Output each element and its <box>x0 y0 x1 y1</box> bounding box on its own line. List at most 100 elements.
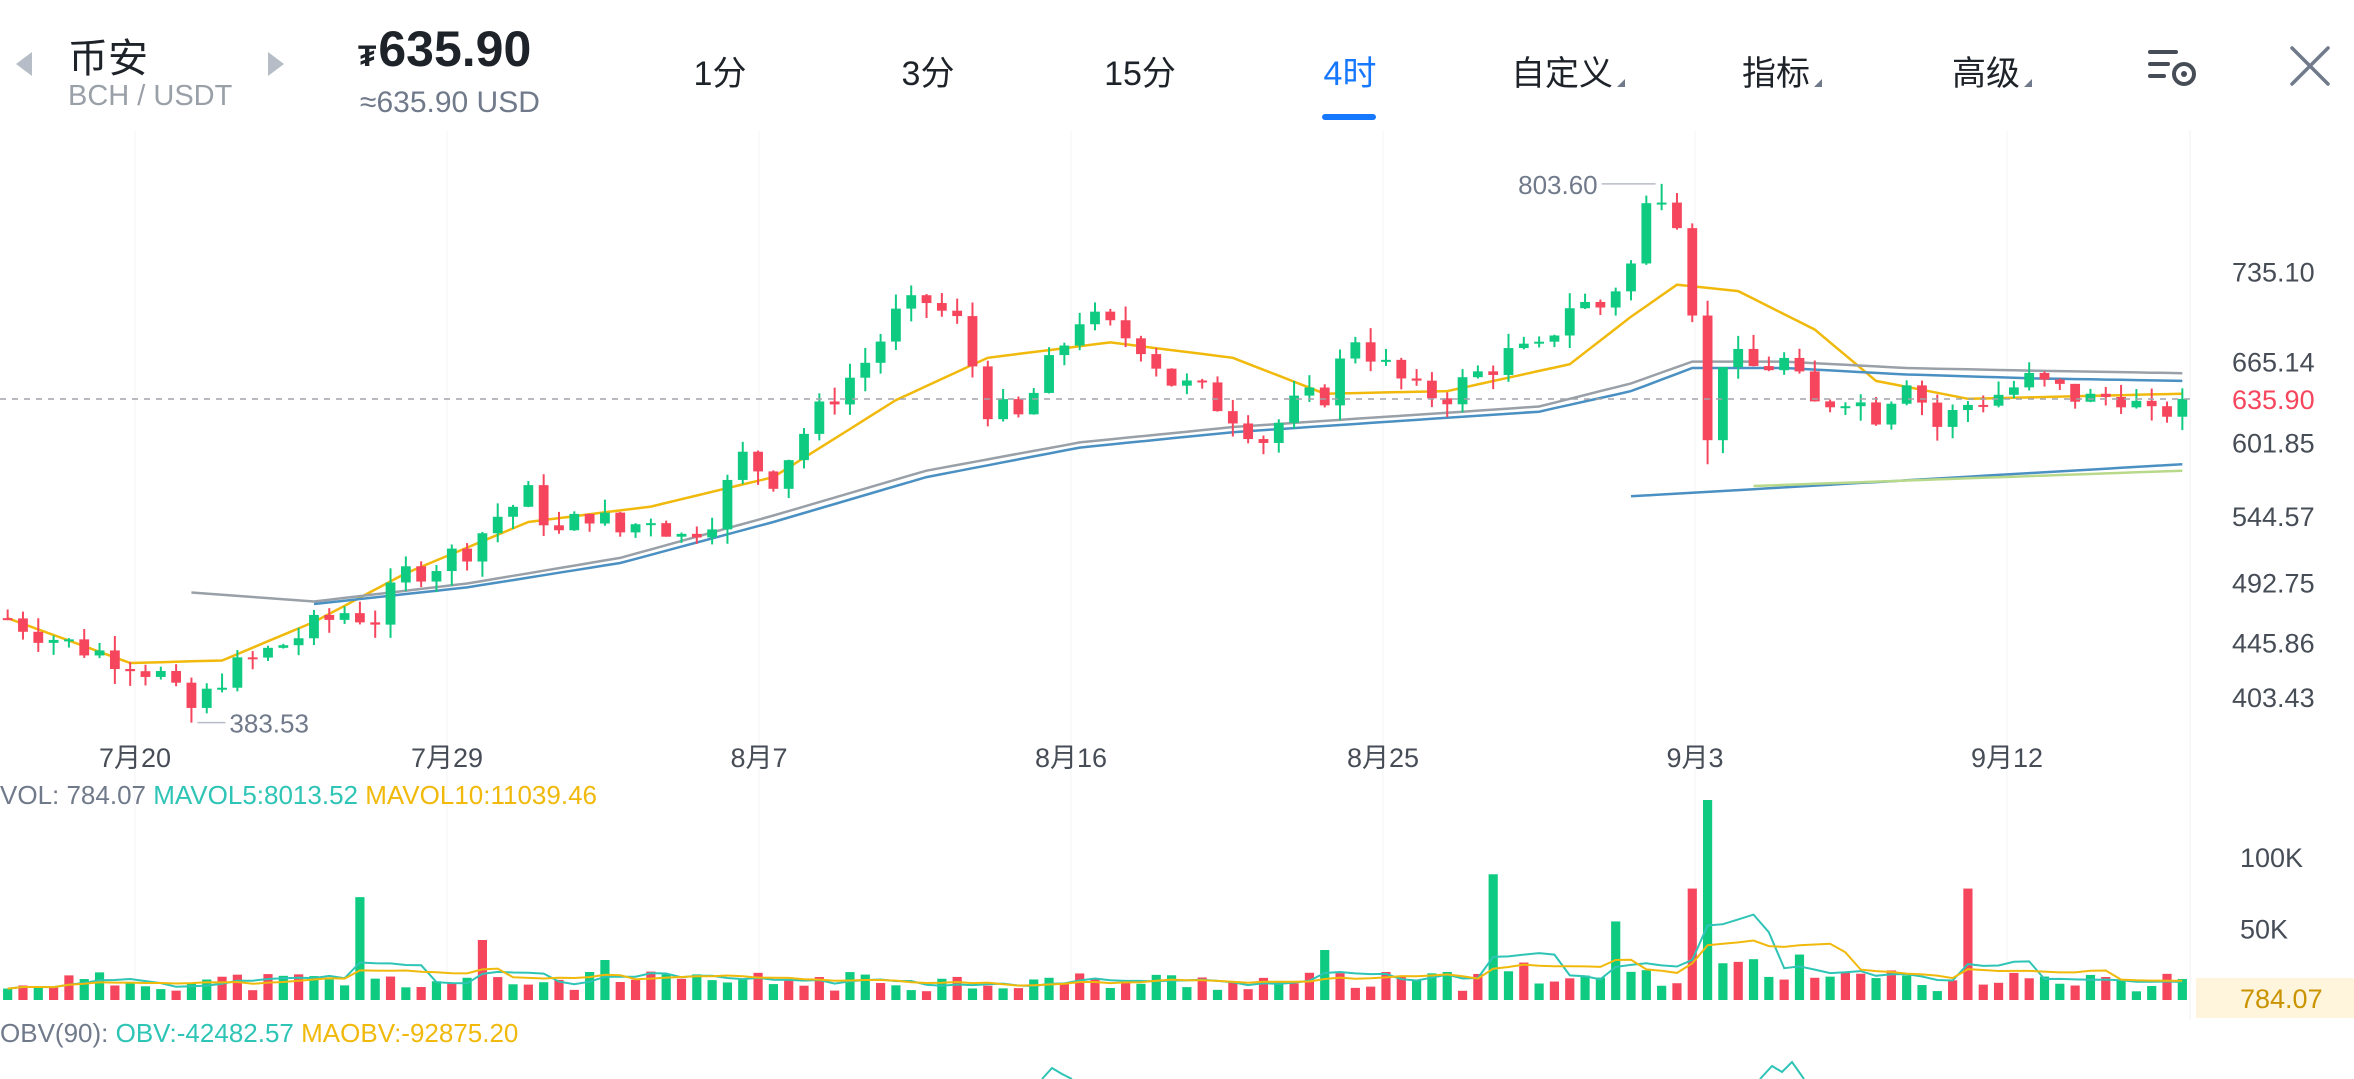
candle-body <box>1273 422 1284 443</box>
volume-bar <box>1212 989 1223 1000</box>
volume-bar <box>707 980 717 1000</box>
volume-bar <box>339 985 350 1000</box>
candle-body <box>155 671 166 677</box>
candle-body <box>1457 377 1468 405</box>
volume-bar <box>217 976 227 1000</box>
volume-bar <box>615 982 625 1000</box>
volume-bar <box>1166 975 1177 1000</box>
candle-body <box>1779 357 1790 371</box>
volume-bar <box>1595 977 1605 1000</box>
volume-bars <box>3 800 2187 1000</box>
tab-4h[interactable]: 4时 <box>1324 46 1377 95</box>
candle-body <box>1197 380 1208 383</box>
volume-bar <box>1243 989 1253 1000</box>
volume-bar <box>1304 972 1314 1000</box>
candle-body <box>339 613 350 620</box>
volume-bar <box>370 978 380 1000</box>
candle-body <box>1181 380 1192 386</box>
low-price-annotation: 383.53 <box>229 709 309 739</box>
candle-body <box>1687 228 1698 316</box>
volume-bar <box>171 990 181 1000</box>
volume-bar <box>1320 950 1330 1000</box>
candle-body <box>1641 203 1652 264</box>
volume-bar <box>1856 973 1866 1000</box>
candle-body <box>1381 359 1391 362</box>
dropdown-caret-icon <box>1814 79 1822 87</box>
candle-body <box>1013 399 1024 415</box>
chart-settings-icon[interactable] <box>2144 42 2200 92</box>
candle-body <box>1672 202 1682 229</box>
volume-bar <box>1672 983 1682 1000</box>
obv-line <box>1041 1066 1073 1079</box>
candle-body <box>1564 308 1575 336</box>
candle-body <box>1871 402 1881 425</box>
volume-bar <box>2024 978 2034 1000</box>
candle-body <box>1350 342 1361 359</box>
volume-bar <box>1503 971 1514 1000</box>
volume-bar <box>630 979 641 1000</box>
candle-body <box>936 303 947 311</box>
tab-3min[interactable]: 3分 <box>902 46 955 95</box>
volume-bar <box>508 984 518 1000</box>
volume-bar <box>1442 971 1452 1000</box>
volume-bar <box>3 988 13 1000</box>
price-moving-averages <box>7 283 2183 665</box>
volume-bar <box>952 976 962 1000</box>
x-tick-label: 9月12 <box>1971 743 2043 773</box>
candle-body <box>48 639 59 643</box>
candle-body <box>1503 348 1514 375</box>
high-price-annotation: 803.60 <box>1518 170 1598 200</box>
ma-line-gray <box>191 360 2183 603</box>
volume-bar <box>1871 978 1881 1000</box>
y-tick-label: 445.86 <box>2232 629 2315 659</box>
current-price-label: 635.90 <box>2232 385 2315 415</box>
next-pair-arrow-icon[interactable] <box>268 52 284 76</box>
tab-advanced[interactable]: 高级 <box>1952 46 2032 95</box>
tab-1min[interactable]: 1分 <box>694 46 747 95</box>
candle-body <box>1151 354 1162 369</box>
prev-pair-arrow-icon[interactable] <box>16 52 32 76</box>
volume-bar <box>1718 963 1728 1000</box>
candle-body <box>1044 355 1054 393</box>
volume-bar <box>493 977 503 1000</box>
mavol5-value: MAVOL5:8013.52 <box>153 780 358 810</box>
candle-body <box>707 529 718 538</box>
y-tick-label: 735.10 <box>2232 258 2315 288</box>
candle-body <box>1901 385 1912 404</box>
volume-bar <box>324 979 334 1000</box>
candle-body <box>1855 402 1866 407</box>
volume-bar <box>876 983 886 1000</box>
volume-bar <box>18 985 28 1000</box>
volume-bar <box>1978 984 1988 1000</box>
maobv-value: MAOBV:-92875.20 <box>301 1018 519 1048</box>
candle-body <box>293 638 304 646</box>
tab-custom[interactable]: 自定义 <box>1511 46 1625 95</box>
volume-bar <box>431 981 442 1000</box>
volume-bar <box>94 972 105 1000</box>
candle-body <box>1656 202 1667 205</box>
volume-bar <box>1902 975 1912 1000</box>
close-icon[interactable] <box>2282 42 2338 92</box>
volume-bar <box>1335 973 1345 1000</box>
candle-body <box>691 533 702 538</box>
candle-body <box>952 310 963 317</box>
current-volume-label: 784.07 <box>2240 984 2323 1014</box>
volume-bar <box>1519 962 1529 1000</box>
candle-body <box>140 671 151 677</box>
candle-body <box>1059 345 1070 356</box>
candle-body <box>875 341 886 363</box>
volume-bar <box>1197 977 1207 1000</box>
candle-body <box>1809 371 1820 402</box>
tab-15min[interactable]: 15分 <box>1104 46 1176 95</box>
candle-body <box>94 650 105 656</box>
volume-bar <box>1764 976 1774 1000</box>
volume-bar <box>1473 973 1483 1000</box>
volume-bar <box>2101 977 2111 1000</box>
tab-indicators[interactable]: 指标 <box>1742 46 1822 95</box>
candle-body <box>1947 410 1958 427</box>
candle-body <box>1763 366 1774 371</box>
trading-pair: BCH / USDT <box>68 80 233 112</box>
candle-body <box>1610 291 1621 308</box>
volume-bar <box>1274 980 1284 1000</box>
